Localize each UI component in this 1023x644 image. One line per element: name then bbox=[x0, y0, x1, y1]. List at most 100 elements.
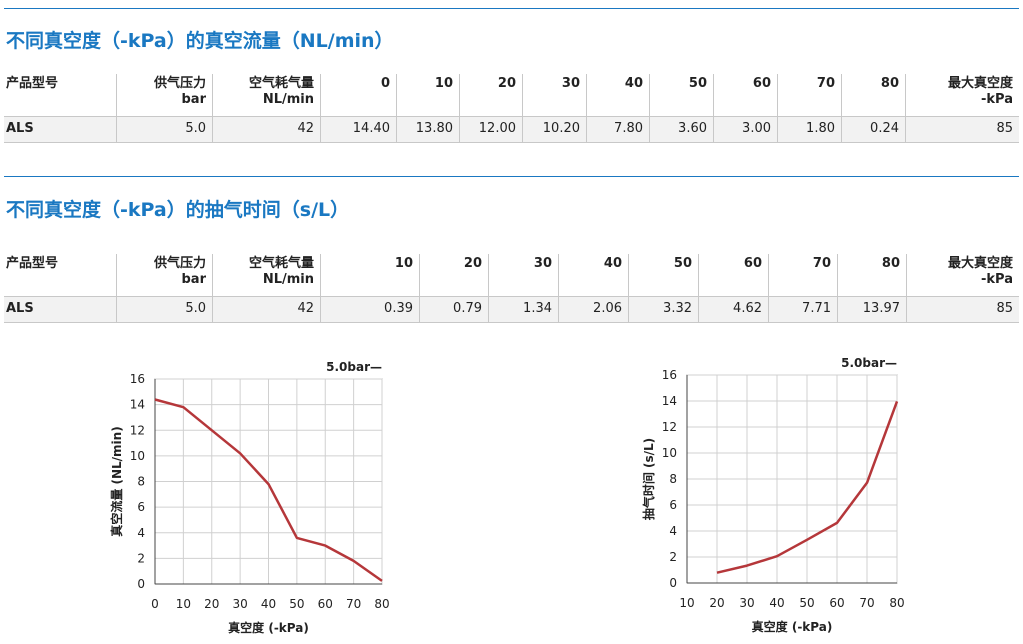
table-cell: 0.24 bbox=[841, 121, 905, 137]
header-cell: 80 bbox=[837, 256, 906, 272]
table-cell: 2.06 bbox=[558, 301, 628, 317]
table-cell: 13.97 bbox=[837, 301, 906, 317]
header-cell: 40 bbox=[586, 76, 649, 92]
x-tick-label: 70 bbox=[346, 597, 361, 611]
y-tick-label: 10 bbox=[662, 446, 677, 460]
table-cell: 42 bbox=[212, 301, 320, 317]
y-tick-label: 0 bbox=[137, 577, 145, 591]
x-axis-title: 真空度 (-kPa) bbox=[752, 619, 833, 634]
header-cell: 60 bbox=[698, 256, 768, 272]
header-cell: 50 bbox=[649, 76, 713, 92]
header-cell: 30 bbox=[488, 256, 558, 272]
table-cell: 3.32 bbox=[628, 301, 698, 317]
x-tick-label: 40 bbox=[261, 597, 276, 611]
header-cell: 70 bbox=[777, 76, 841, 92]
header-cell: 40 bbox=[558, 256, 628, 272]
table-cell: 5.0 bbox=[116, 121, 212, 137]
y-tick-label: 16 bbox=[662, 368, 677, 382]
table-cell: 3.60 bbox=[649, 121, 713, 137]
header-model: 产品型号 bbox=[4, 76, 118, 92]
legend-label: 5.0bar— bbox=[326, 360, 382, 374]
x-tick-label: 60 bbox=[829, 596, 844, 610]
table-cell: 42 bbox=[212, 121, 320, 137]
header-cell: 最大真空度-kPa bbox=[906, 256, 1019, 288]
header-cell: 80 bbox=[841, 76, 905, 92]
y-tick-label: 8 bbox=[669, 472, 677, 486]
table-cell: 1.34 bbox=[488, 301, 558, 317]
y-tick-label: 4 bbox=[669, 524, 677, 538]
section-title-evac: 不同真空度（-kPa）的抽气时间（s/L） bbox=[6, 195, 349, 222]
header-cell: 50 bbox=[628, 256, 698, 272]
y-tick-label: 12 bbox=[662, 420, 677, 434]
header-cell: 60 bbox=[713, 76, 777, 92]
row-separator bbox=[4, 322, 1019, 323]
x-tick-label: 60 bbox=[318, 597, 333, 611]
x-tick-label: 40 bbox=[769, 596, 784, 610]
x-tick-label: 0 bbox=[151, 597, 159, 611]
x-tick-label: 30 bbox=[739, 596, 754, 610]
y-axis-title: 抽气时间 (s/L) bbox=[641, 438, 656, 520]
model-cell: ALS bbox=[4, 121, 118, 137]
x-tick-label: 50 bbox=[799, 596, 814, 610]
x-tick-label: 10 bbox=[679, 596, 694, 610]
table-cell: 14.40 bbox=[320, 121, 396, 137]
row-separator bbox=[4, 142, 1019, 143]
x-tick-label: 10 bbox=[176, 597, 191, 611]
table-cell: 5.0 bbox=[116, 301, 212, 317]
y-tick-label: 14 bbox=[662, 394, 677, 408]
y-tick-label: 6 bbox=[137, 500, 145, 514]
x-axis-title: 真空度 (-kPa) bbox=[228, 620, 309, 635]
table-cell: 0.39 bbox=[320, 301, 419, 317]
y-axis-title: 真空流量 (NL/min) bbox=[109, 426, 124, 536]
top-divider bbox=[4, 8, 1019, 9]
evac-chart-svg: 10 20 30 40 50 60 70 80 0 2 4 6 8 10 12 14 16 真空度 (-kPa) 抽… bbox=[630, 348, 920, 640]
header-cell: 70 bbox=[768, 256, 837, 272]
table-cell: 7.71 bbox=[768, 301, 837, 317]
x-tick-label: 80 bbox=[889, 596, 904, 610]
header-cell: 0 bbox=[320, 76, 396, 92]
header-cell: 10 bbox=[320, 256, 419, 272]
y-tick-label: 0 bbox=[669, 576, 677, 590]
table-cell: 85 bbox=[905, 121, 1019, 137]
y-tick-label: 6 bbox=[669, 498, 677, 512]
table-cell: 85 bbox=[906, 301, 1019, 317]
header-cell: 10 bbox=[396, 76, 459, 92]
y-tick-label: 16 bbox=[130, 372, 145, 386]
x-tick-label: 80 bbox=[374, 597, 389, 611]
x-tick-label: 20 bbox=[709, 596, 724, 610]
y-tick-label: 8 bbox=[137, 475, 145, 489]
y-tick-label: 12 bbox=[130, 423, 145, 437]
table-cell: 3.00 bbox=[713, 121, 777, 137]
header-model: 产品型号 bbox=[4, 256, 118, 272]
x-tick-label: 30 bbox=[232, 597, 247, 611]
header-separator bbox=[4, 296, 1019, 297]
table-cell: 12.00 bbox=[459, 121, 522, 137]
table-cell: 10.20 bbox=[522, 121, 586, 137]
table-cell: 0.79 bbox=[419, 301, 488, 317]
x-tick-label: 70 bbox=[859, 596, 874, 610]
header-cell: 20 bbox=[459, 76, 522, 92]
y-tick-label: 2 bbox=[669, 550, 677, 564]
y-tick-label: 10 bbox=[130, 449, 145, 463]
x-tick-label: 50 bbox=[289, 597, 304, 611]
table-cell: 4.62 bbox=[698, 301, 768, 317]
table-cell: 13.80 bbox=[396, 121, 459, 137]
y-tick-label: 14 bbox=[130, 398, 145, 412]
y-tick-label: 4 bbox=[137, 526, 145, 540]
section-title-flow: 不同真空度（-kPa）的真空流量（NL/min） bbox=[6, 26, 394, 53]
evac-chart: 10 20 30 40 50 60 70 80 0 2 4 6 8 10 12 14 16 真空度 (-kPa) 抽… bbox=[630, 348, 920, 640]
legend-label: 5.0bar— bbox=[841, 356, 897, 370]
table-cell: 1.80 bbox=[777, 121, 841, 137]
header-separator bbox=[4, 116, 1019, 117]
header-cell: 30 bbox=[522, 76, 586, 92]
header-cell: 最大真空度-kPa bbox=[905, 76, 1019, 108]
header-cell: 20 bbox=[419, 256, 488, 272]
